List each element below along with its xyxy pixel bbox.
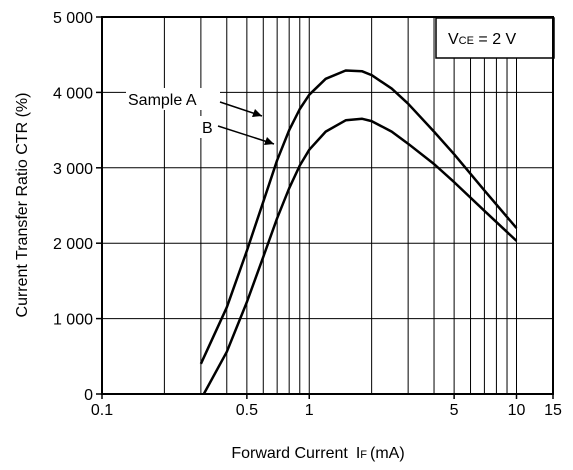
curves xyxy=(199,69,518,395)
x-axis-title: Forward Current IF (mA) xyxy=(231,445,404,462)
y-tick-label: 5 000 xyxy=(53,10,93,27)
arrowhead-sample-a xyxy=(252,109,262,117)
y-tick-label: 1 000 xyxy=(53,312,93,329)
y-tick-label: 0 xyxy=(84,387,93,404)
y-tick-label: 3 000 xyxy=(53,161,93,178)
series-label-sample-a: Sample A xyxy=(128,92,197,109)
arrowhead-b xyxy=(264,137,274,145)
series-label-b: B xyxy=(202,120,213,137)
series-line xyxy=(202,117,518,395)
y-tick-label: 2 000 xyxy=(53,236,93,253)
condition-box: VCE = 2 V xyxy=(435,17,555,59)
plot-frame xyxy=(101,16,554,395)
x-tick-label: 5 xyxy=(450,402,459,419)
y-tick-label: 4 000 xyxy=(53,85,93,102)
x-tick-label: 10 xyxy=(508,402,526,419)
series-annotations: Sample A B xyxy=(126,88,275,145)
x-tick-label: 1 xyxy=(305,402,314,419)
y-tick-labels: 0 1 000 2 000 3 000 4 000 5 000 xyxy=(53,10,102,404)
series-line xyxy=(199,69,518,365)
x-tick-label: 15 xyxy=(544,402,562,419)
x-tick-label: 0.1 xyxy=(91,402,113,419)
y-axis-title: Current Transfer Ratio CTR (%) xyxy=(14,93,31,318)
x-tick-labels: 0.1 0.5 1 5 10 15 xyxy=(91,394,562,419)
grid-lines xyxy=(102,17,553,394)
x-tick-label: 0.5 xyxy=(236,402,258,419)
arrow-b xyxy=(217,125,275,145)
condition-label: VCE = 2 V xyxy=(448,31,517,48)
